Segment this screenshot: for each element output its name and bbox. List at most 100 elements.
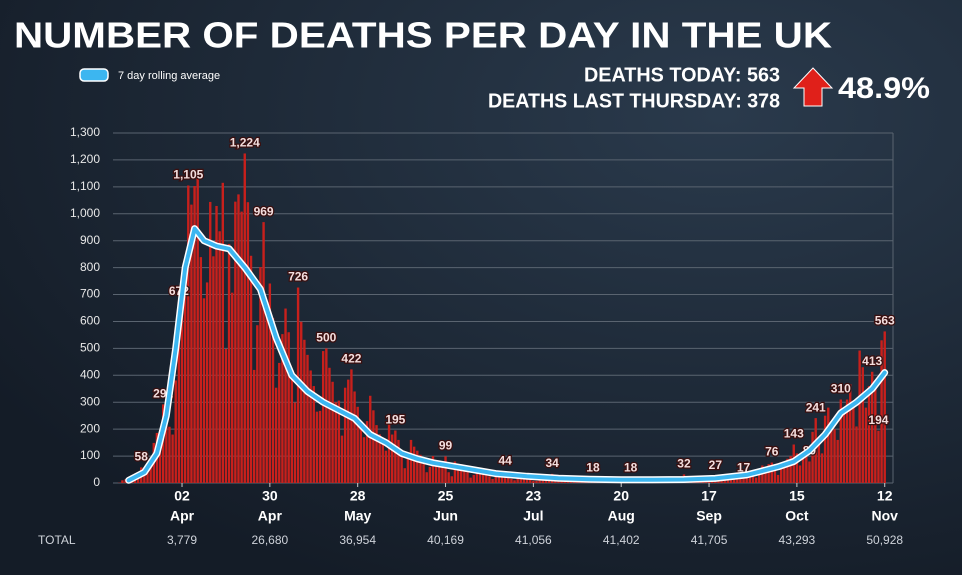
legend-swatch [79,68,109,82]
x-tick-month: Nov [871,508,898,524]
bar [362,437,366,483]
value-label: 500 [316,331,336,345]
bar [776,474,780,483]
bar [391,434,394,483]
bar [789,456,792,483]
bar [196,172,199,483]
bar [237,194,240,483]
deaths-last-thursday: DEATHS LAST THURSDAY: 378 [488,90,780,112]
bar [507,476,510,483]
value-label: 310 [831,382,851,396]
bar [202,298,206,483]
bar [212,256,215,483]
bar [438,462,441,483]
bar [739,477,742,483]
bar [293,402,297,483]
bar [240,211,243,483]
total-value: 41,705 [691,533,728,547]
bar [224,348,228,483]
bar [256,325,259,483]
bar [466,472,469,483]
bar [425,472,428,483]
bar [823,415,827,483]
bar [817,442,821,483]
y-tick-label: 500 [80,341,100,355]
bar [199,257,203,483]
bar [350,369,353,483]
bar [187,185,190,483]
y-tick-label: 100 [80,448,100,462]
value-label: 58 [135,450,149,464]
value-label: 413 [862,354,882,368]
bar [387,421,391,483]
bar [183,292,187,483]
value-label: 563 [875,314,895,328]
bar [318,410,322,483]
bar [513,480,516,483]
deaths-today: DEATHS TODAY: 563 [584,64,780,86]
up-arrow [792,67,834,107]
bar [400,453,403,483]
x-tick-month: Apr [258,508,283,524]
bar [431,456,435,483]
bar [265,315,268,483]
bar [801,457,805,483]
total-value: 43,293 [779,533,816,547]
x-tick-label: 20 [613,488,629,504]
bar [312,386,315,483]
bar [758,470,761,483]
total-value: 36,954 [339,533,376,547]
x-tick-month: Sep [696,508,722,524]
bar [849,384,852,483]
bar [751,473,755,483]
bar [798,465,802,483]
total-value: 41,402 [603,533,640,547]
bar [460,464,463,483]
bar [384,450,388,483]
bar [754,477,758,483]
x-tick-label: 12 [877,488,893,504]
x-tick-month: May [344,508,371,524]
value-label: 1,224 [230,136,260,150]
rolling-average-line [126,226,887,483]
bar [209,201,212,483]
bar [883,331,886,483]
bar [864,407,868,483]
bar [469,477,472,483]
bar [309,370,312,483]
x-tick-label: 30 [262,488,278,504]
y-tick-label: 1,300 [70,125,100,139]
bar [300,321,303,483]
bar [770,462,773,483]
bar [121,480,124,483]
value-label: 32 [677,457,691,471]
bar [786,458,789,483]
value-label: 143 [784,427,804,441]
bar [491,478,494,483]
bar [557,481,560,483]
bar [842,413,846,483]
bar [262,222,265,483]
value-label: 18 [624,460,638,474]
bar [303,339,306,483]
value-label: 44 [498,453,512,467]
bar [485,473,488,483]
bar [845,399,849,483]
bar [805,445,808,483]
bar [353,391,356,483]
bar [268,283,272,483]
y-tick-label: 300 [80,394,100,408]
y-tick-label: 400 [80,367,100,381]
value-label: 422 [341,352,361,366]
bar [820,453,824,483]
y-tick-label: 700 [80,287,100,301]
bar [453,461,457,483]
bar [412,446,416,483]
x-tick-month: Jul [523,508,543,524]
bar [161,404,165,483]
bar [227,243,231,483]
bar [158,433,162,483]
bar [306,354,309,483]
x-tick-label: 23 [526,488,542,504]
